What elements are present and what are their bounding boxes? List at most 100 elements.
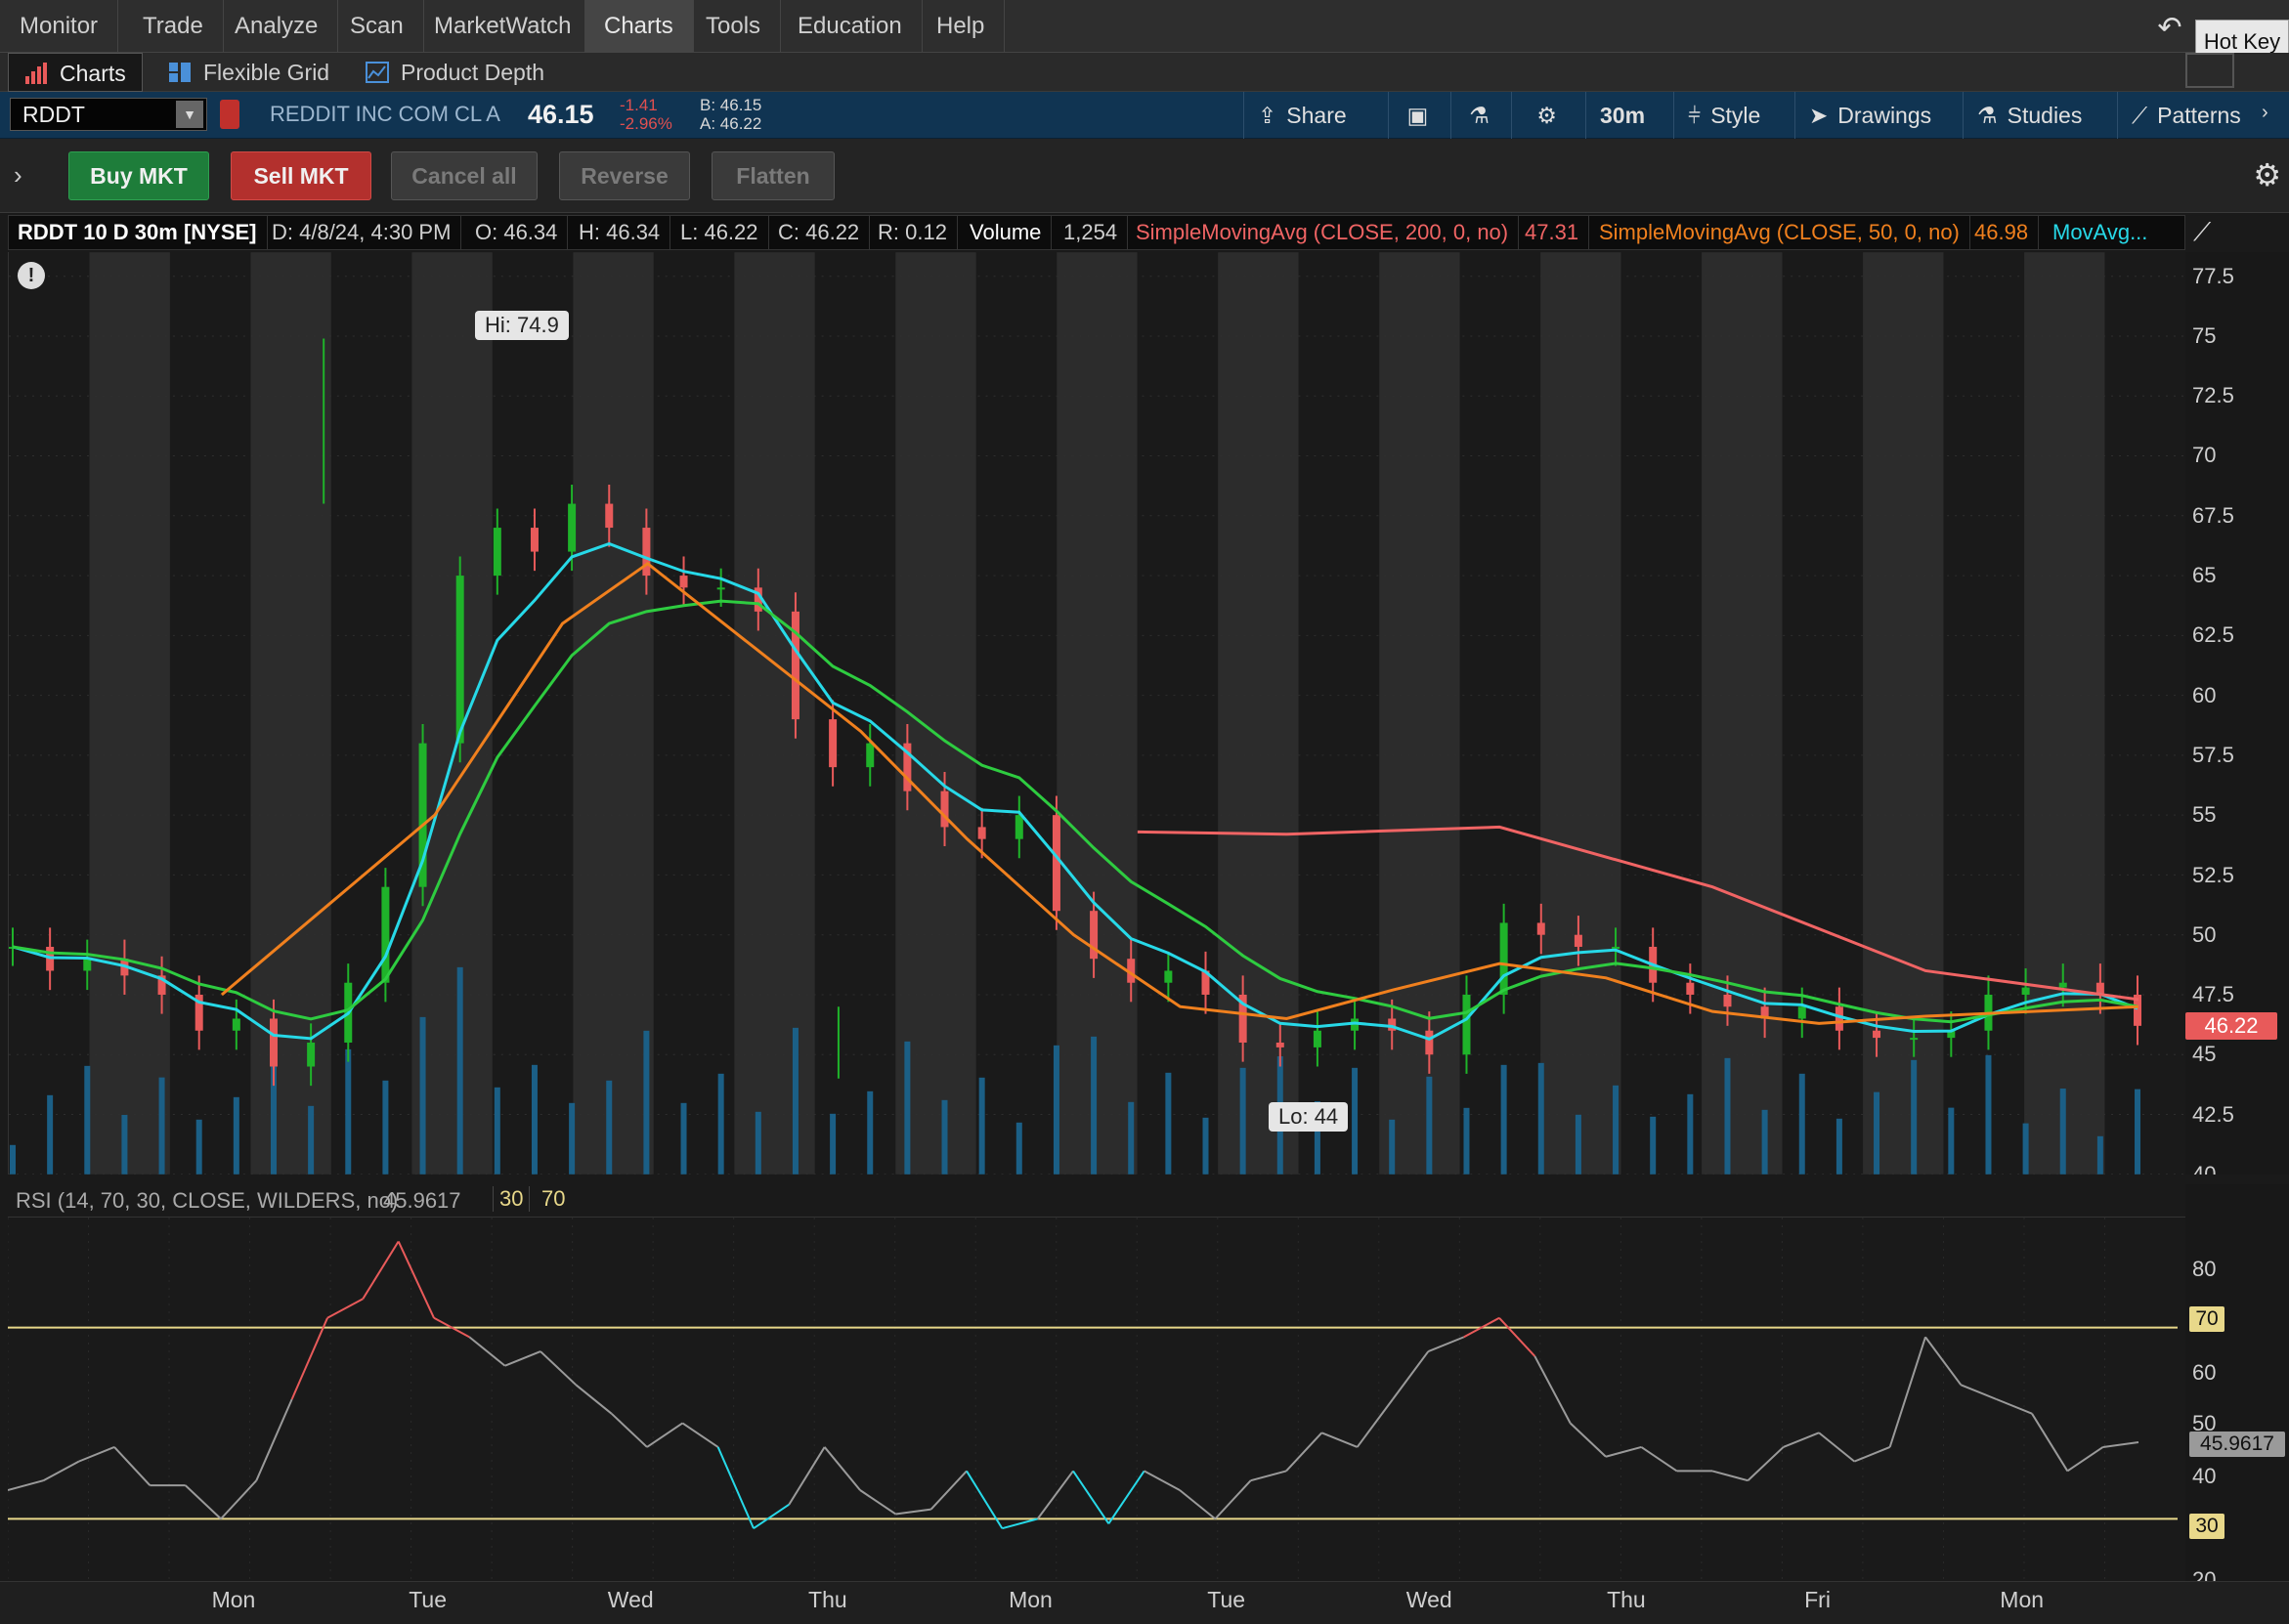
rsi-segment: [433, 1316, 470, 1339]
bar-range: R: 0.12: [868, 216, 958, 249]
menu-tools[interactable]: Tools: [686, 0, 782, 53]
candle-body: [1275, 1042, 1284, 1047]
session-band: [1459, 252, 1541, 1175]
symbol-input[interactable]: RDDT: [10, 98, 207, 131]
trade-settings-gear-icon[interactable]: ⚙: [2253, 157, 2281, 192]
sell-market-button[interactable]: Sell MKT: [231, 151, 371, 200]
rsi-segment: [1107, 1470, 1145, 1524]
rsi-segment: [290, 1317, 328, 1400]
bar-high: H: 46.34: [569, 216, 671, 249]
volume-bar: [606, 1080, 613, 1175]
tab-product-depth[interactable]: Product Depth: [350, 53, 562, 92]
studies-button[interactable]: ⚗ Studies: [1963, 92, 2095, 139]
volume-bar: [419, 1016, 426, 1175]
volume-bar: [1761, 1109, 1768, 1175]
price-tick-label: 65: [2192, 563, 2217, 587]
volume-bar: [1687, 1093, 1694, 1175]
candle-body: [1313, 1030, 1321, 1047]
cancel-all-button[interactable]: Cancel all: [391, 151, 538, 200]
tab-flexible-grid[interactable]: Flexible Grid: [152, 53, 347, 92]
candle-body: [1201, 970, 1210, 995]
session-band: [89, 252, 170, 1175]
volume-bar: [1128, 1101, 1135, 1175]
flatten-button[interactable]: Flatten: [712, 151, 835, 200]
menu-marketwatch[interactable]: MarketWatch: [414, 0, 592, 53]
date-axis-label: Tue: [409, 1587, 448, 1612]
candle-body: [1164, 970, 1173, 983]
rsi-segment: [1072, 1470, 1110, 1524]
menu-scan[interactable]: Scan: [330, 0, 424, 53]
date-axis-label: Tue: [1207, 1587, 1246, 1612]
rsi-segment: [1853, 1446, 1891, 1463]
menu-trade[interactable]: Trade: [123, 0, 224, 53]
rsi-segment: [1747, 1446, 1785, 1481]
candle-body: [568, 503, 577, 552]
tab-charts[interactable]: Charts: [8, 53, 143, 92]
bar-low: L: 46.22: [670, 216, 769, 249]
rsi-segment: [1214, 1479, 1252, 1520]
price-chart[interactable]: [8, 252, 2185, 1175]
rsi-chart[interactable]: [8, 1218, 2185, 1581]
volume-bar: [308, 1105, 315, 1175]
rsi-segment: [1533, 1355, 1572, 1424]
timeframe-button[interactable]: 30m: [1585, 92, 1659, 139]
candle-body: [1388, 1018, 1397, 1031]
volume-label: Volume: [960, 216, 1053, 249]
date-axis: [0, 1581, 2289, 1624]
session-band: [1218, 252, 1299, 1175]
link-group-badge[interactable]: [220, 100, 239, 129]
volume-bar: [121, 1115, 128, 1175]
style-button[interactable]: ⫩ Style: [1673, 92, 1774, 139]
panel-toggle[interactable]: [2185, 53, 2234, 88]
study-toggle-icon[interactable]: ⟋: [2193, 217, 2212, 246]
candle-body: [1052, 815, 1060, 912]
rsi-segment: [1320, 1432, 1359, 1448]
volume-bar: [755, 1111, 761, 1175]
volume-bar: [382, 1080, 389, 1175]
drawings-button[interactable]: ➤ Drawings: [1794, 92, 1945, 139]
alert-icon[interactable]: !: [18, 262, 45, 289]
chart-header: [8, 215, 2185, 250]
patterns-button[interactable]: ⟋ Patterns: [2117, 92, 2255, 139]
volume-bar: [1575, 1114, 1581, 1175]
menu-education[interactable]: Education: [778, 0, 923, 53]
candle-body: [1760, 1006, 1769, 1019]
rsi-segment: [1356, 1398, 1394, 1448]
snapshot-button[interactable]: ▣: [1388, 92, 1447, 139]
candle-style-icon: ⫩: [1688, 103, 1702, 128]
date-axis-label: Wed: [1405, 1587, 1452, 1612]
candle-body: [679, 576, 688, 588]
share-icon: ⇪: [1258, 103, 1277, 128]
lab-button[interactable]: ⚗: [1450, 92, 1507, 139]
candle-body: [1910, 1038, 1919, 1041]
rsi-segment: [1250, 1470, 1287, 1482]
toolbar-overflow-icon[interactable]: ›: [2262, 102, 2268, 123]
chevron-down-icon[interactable]: ▼: [176, 101, 203, 128]
undo-icon[interactable]: ↶: [2157, 12, 2182, 44]
session-band: [1137, 252, 1219, 1175]
menu-charts[interactable]: Charts: [584, 0, 694, 53]
rsi-segment: [1463, 1316, 1500, 1339]
volume-bar: [84, 1065, 91, 1175]
volume-bar: [1165, 1072, 1172, 1175]
volume-bar: [792, 1027, 799, 1175]
settings-button[interactable]: ⚙: [1511, 92, 1581, 139]
candle-body: [754, 587, 762, 612]
rsi-segment: [859, 1489, 896, 1516]
share-button[interactable]: ⇪ Share: [1243, 92, 1360, 139]
reverse-button[interactable]: Reverse: [559, 151, 690, 200]
sma200-line: [1137, 825, 2139, 1002]
candle-body: [2058, 982, 2067, 988]
menu-monitor[interactable]: Monitor: [0, 0, 119, 53]
session-band: [9, 252, 90, 1175]
menu-analyze[interactable]: Analyze: [215, 0, 339, 53]
rsi-30-tag: 30: [2189, 1514, 2224, 1539]
rsi-segment: [1002, 1517, 1038, 1530]
buy-market-button[interactable]: Buy MKT: [68, 151, 209, 200]
price-tick-label: 60: [2192, 682, 2217, 707]
candle-body: [1238, 994, 1247, 1043]
candle-body: [829, 719, 838, 768]
menu-help[interactable]: Help: [917, 0, 1006, 53]
volume-bar: [1426, 1076, 1433, 1175]
expand-chevron-icon[interactable]: ›: [14, 160, 22, 190]
